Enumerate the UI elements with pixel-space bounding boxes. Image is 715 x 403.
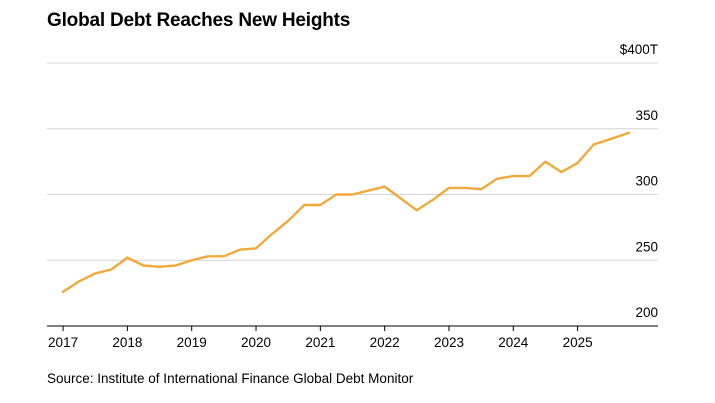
y-tick-label-350: 350	[635, 108, 658, 123]
x-tick-label-2025: 2025	[563, 335, 593, 350]
y-tick-label-300: 300	[635, 174, 658, 189]
x-tick-label-2023: 2023	[434, 335, 464, 350]
x-tick-label-2020: 2020	[241, 335, 271, 350]
series-line-0	[61, 131, 631, 293]
source-note: Source: Institute of International Finan…	[47, 371, 414, 386]
x-tick-label-2019: 2019	[177, 335, 207, 350]
y-tick-label-200: 200	[635, 305, 658, 320]
x-axis	[62, 326, 579, 331]
x-tick-labels: 2017 2018 2019 2020 2021 2022 2023 2024 2025	[48, 335, 593, 350]
y-tick-label-250: 250	[635, 239, 658, 254]
x-tick-label-2017: 2017	[48, 335, 78, 350]
series-group	[61, 131, 631, 293]
x-tick-label-2022: 2022	[370, 335, 400, 350]
y-tick-label-400: $400T	[620, 42, 658, 57]
y-tick-labels: $400T 350 300 250 200	[620, 42, 658, 320]
x-tick-label-2018: 2018	[112, 335, 142, 350]
x-tick-label-2021: 2021	[305, 335, 335, 350]
x-tick-label-2024: 2024	[498, 335, 529, 350]
chart-title: Global Debt Reaches New Heights	[47, 10, 351, 31]
